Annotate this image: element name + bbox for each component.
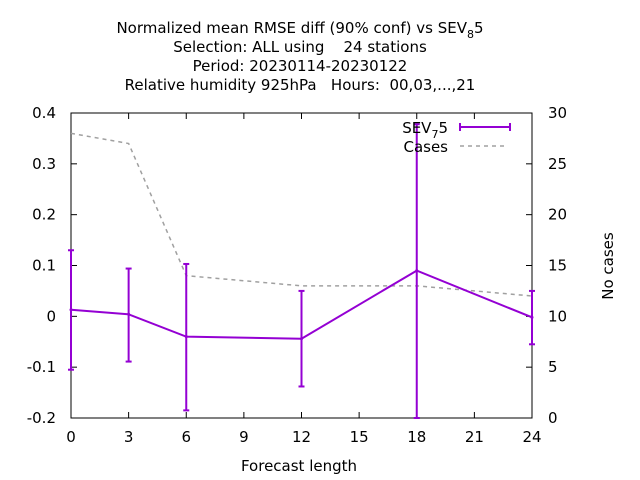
y2-tick-label: 10 xyxy=(548,307,567,325)
sev-line xyxy=(70,269,533,340)
chart-title-line2: Selection: ALL using 24 stations xyxy=(173,38,427,56)
x-tick-label: 12 xyxy=(292,428,311,446)
legend-label-sev: SEV75 xyxy=(402,119,448,141)
x-tick-label: 15 xyxy=(350,428,369,446)
y2-tick-label: 30 xyxy=(548,104,567,122)
y2-tick-label: 25 xyxy=(548,155,567,173)
y2-tick-label: 0 xyxy=(548,409,558,427)
y-tick-label: 0.2 xyxy=(32,206,56,224)
x-tick-label: 9 xyxy=(239,428,249,446)
sev-point xyxy=(184,335,188,339)
y2-tick-label: 20 xyxy=(548,206,567,224)
y-tick-label: -0.2 xyxy=(27,409,56,427)
sev-point xyxy=(127,312,131,316)
x-tick-label: 6 xyxy=(181,428,191,446)
x-axis-label: Forecast length xyxy=(241,457,357,475)
cases-line xyxy=(70,132,533,297)
legend: SEV75 Cases xyxy=(402,119,511,156)
sev-point xyxy=(69,308,73,312)
y-tick-label: 0.1 xyxy=(32,257,56,275)
chart-title-line4: Relative humidity 925hPa Hours: 00,03,..… xyxy=(125,76,476,94)
sev-point xyxy=(300,337,303,341)
x-tick-label: 21 xyxy=(465,428,484,446)
y-tick-label: 0.4 xyxy=(32,104,56,122)
cases-series xyxy=(70,132,533,297)
y-tick-label: 0 xyxy=(46,307,56,325)
x-tick-label: 0 xyxy=(66,428,76,446)
legend-sample-sev xyxy=(459,123,511,131)
legend-label-cases: Cases xyxy=(403,138,448,156)
y-tick-label: 0.3 xyxy=(32,155,56,173)
sev-point xyxy=(530,315,534,319)
x-tick-label: 24 xyxy=(522,428,541,446)
x-tick-label: 3 xyxy=(124,428,134,446)
y-tick-label: -0.1 xyxy=(27,358,56,376)
y2-tick-label: 15 xyxy=(548,257,567,275)
y2-tick-label: 5 xyxy=(548,358,558,376)
chart-title-line1: Normalized mean RMSE diff (90% conf) vs … xyxy=(116,19,483,41)
x-tick-label: 18 xyxy=(407,428,426,446)
chart-title-line3: Period: 20230114-20230122 xyxy=(193,57,408,75)
sev-series xyxy=(68,123,535,419)
y2-axis-label: No cases xyxy=(599,232,617,300)
axis-ticks: 0 3 6 9 12 15 18 21 24 -0.2 -0.1 0 0.1 0.2 0.3 0.4 0 5 10 1… xyxy=(27,104,567,446)
sev-point xyxy=(415,269,419,273)
